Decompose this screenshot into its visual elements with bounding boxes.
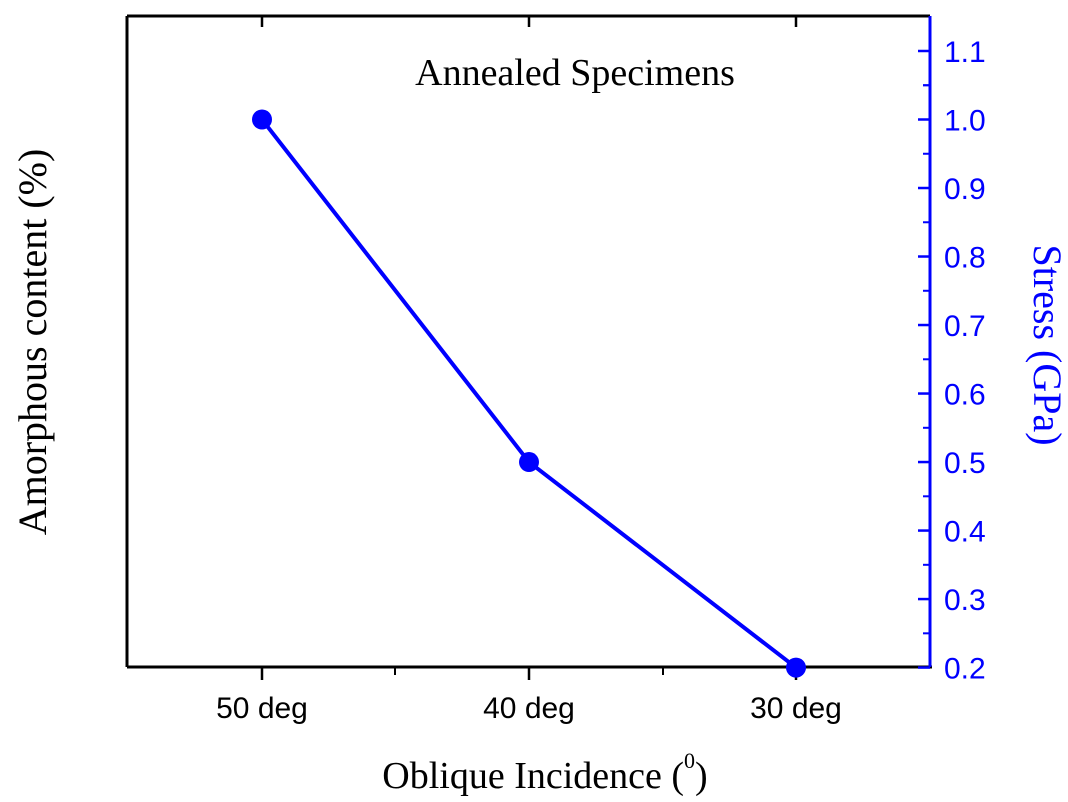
right-y-tick-label: 0.6 <box>944 379 986 412</box>
right-y-tick-label: 1.0 <box>944 105 986 138</box>
series-line-2 <box>260 118 798 670</box>
right-y-tick-label: 0.7 <box>944 310 986 343</box>
right-y-axis-title: Stress (GPa) <box>1025 244 1068 445</box>
right-y-tick-label: 0.8 <box>944 242 986 275</box>
series-2-point <box>252 109 272 130</box>
series-2-point <box>519 452 539 473</box>
right-y-tick-label: 0.9 <box>944 173 986 206</box>
x-axis-title: Oblique Incidence (0) <box>382 748 707 797</box>
series-2-point <box>786 657 806 678</box>
left-y-axis-title: Amorphous content (%) <box>10 149 55 536</box>
x-axis-title-superscript: 0 <box>684 748 695 773</box>
right-y-tick-label: 0.4 <box>944 516 986 549</box>
right-y-tick-label: 0.2 <box>944 653 986 686</box>
right-y-tick-label: 0.5 <box>944 447 986 480</box>
right-y-tick-label: 1.1 <box>944 36 986 69</box>
x-tick-label: 40 deg <box>483 692 575 725</box>
x-tick-label: 50 deg <box>216 692 308 725</box>
right-y-tick-label: 0.3 <box>944 584 986 617</box>
x-axis-title-close: ) <box>695 755 708 797</box>
chart-title: Annealed Specimens <box>415 52 735 94</box>
x-axis-title-text: Oblique Incidence ( <box>382 755 684 797</box>
x-tick-label: 30 deg <box>750 692 842 725</box>
